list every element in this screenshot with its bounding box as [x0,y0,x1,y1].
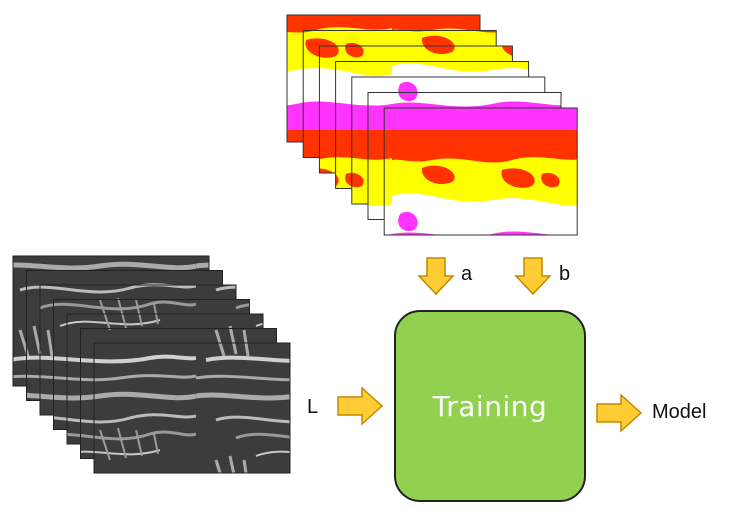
a-channel-label: a [461,263,473,285]
L-channel-image-7 [93,342,291,474]
L-channel-stack [12,255,291,474]
ab-channel-stack [286,14,578,236]
b-channel-label: b [559,263,571,285]
right-arrow-icon [337,386,384,426]
down-arrow-icon [417,257,455,296]
training-box: Training [394,310,586,502]
training-label: Training [432,389,548,423]
L-channel-label: L [307,396,319,418]
down-arrow-icon [514,257,552,296]
ab-channel-image-7 [383,107,578,236]
model-label: Model [652,401,707,423]
right-arrow-icon [596,393,643,433]
arrows-group [337,257,643,433]
